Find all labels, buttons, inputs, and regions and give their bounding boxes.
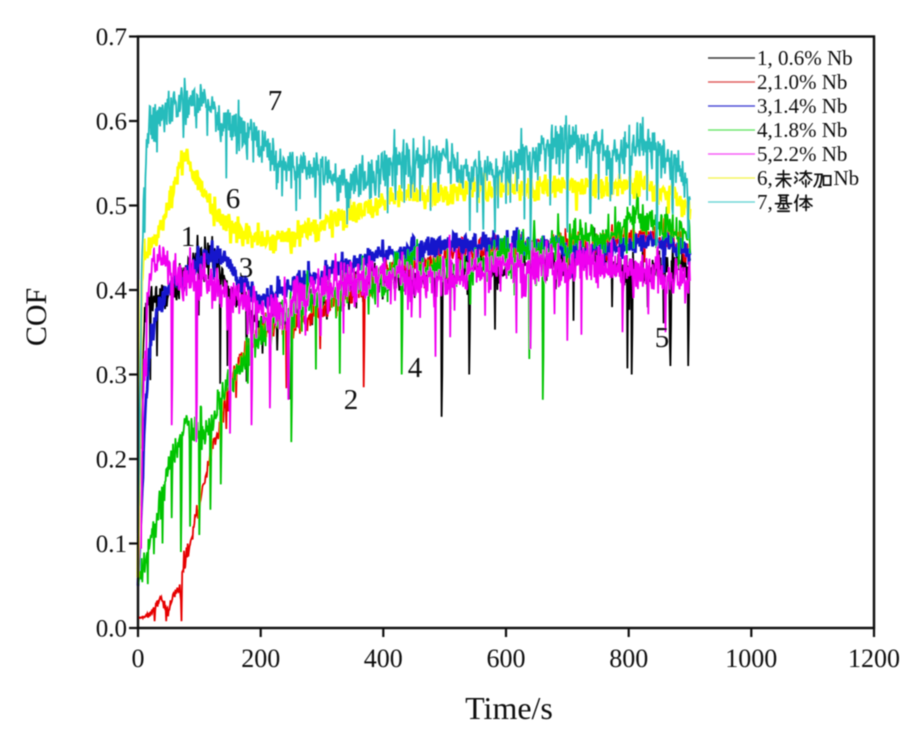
svg-text:5: 5 [655,322,670,354]
svg-text:200: 200 [241,644,280,673]
svg-text:0.2: 0.2 [96,447,127,474]
svg-text:0: 0 [132,644,145,673]
svg-text:Nb: Nb [834,166,860,190]
svg-text:2: 2 [344,384,359,416]
svg-text:4: 4 [408,352,423,384]
svg-text:4,1.8% Nb: 4,1.8% Nb [757,118,847,142]
svg-text:0.1: 0.1 [96,531,127,558]
svg-text:1, 0.6% Nb: 1, 0.6% Nb [757,46,853,70]
svg-text:2,1.0% Nb: 2,1.0% Nb [757,70,847,94]
svg-text:400: 400 [364,644,403,673]
svg-text:3,1.4% Nb: 3,1.4% Nb [757,94,847,118]
svg-text:7: 7 [268,85,283,117]
svg-text:5,2.2% Nb: 5,2.2% Nb [757,142,847,166]
svg-text:1000: 1000 [725,644,777,673]
svg-text:800: 800 [609,644,648,673]
svg-text:0.6: 0.6 [96,109,127,136]
svg-text:600: 600 [487,644,526,673]
svg-text:7,: 7, [757,190,773,214]
svg-text:6,: 6, [757,166,773,190]
svg-text:1200: 1200 [848,644,900,673]
svg-text:0.3: 0.3 [96,362,127,389]
svg-text:3: 3 [239,252,254,284]
svg-text:Time/s: Time/s [465,690,553,726]
svg-text:6: 6 [226,183,241,215]
svg-text:0.7: 0.7 [96,24,127,51]
svg-text:1: 1 [181,221,196,253]
svg-text:0.5: 0.5 [96,193,127,220]
svg-text:COF: COF [20,288,53,346]
svg-text:0.0: 0.0 [96,616,127,643]
svg-text:0.4: 0.4 [96,278,128,305]
